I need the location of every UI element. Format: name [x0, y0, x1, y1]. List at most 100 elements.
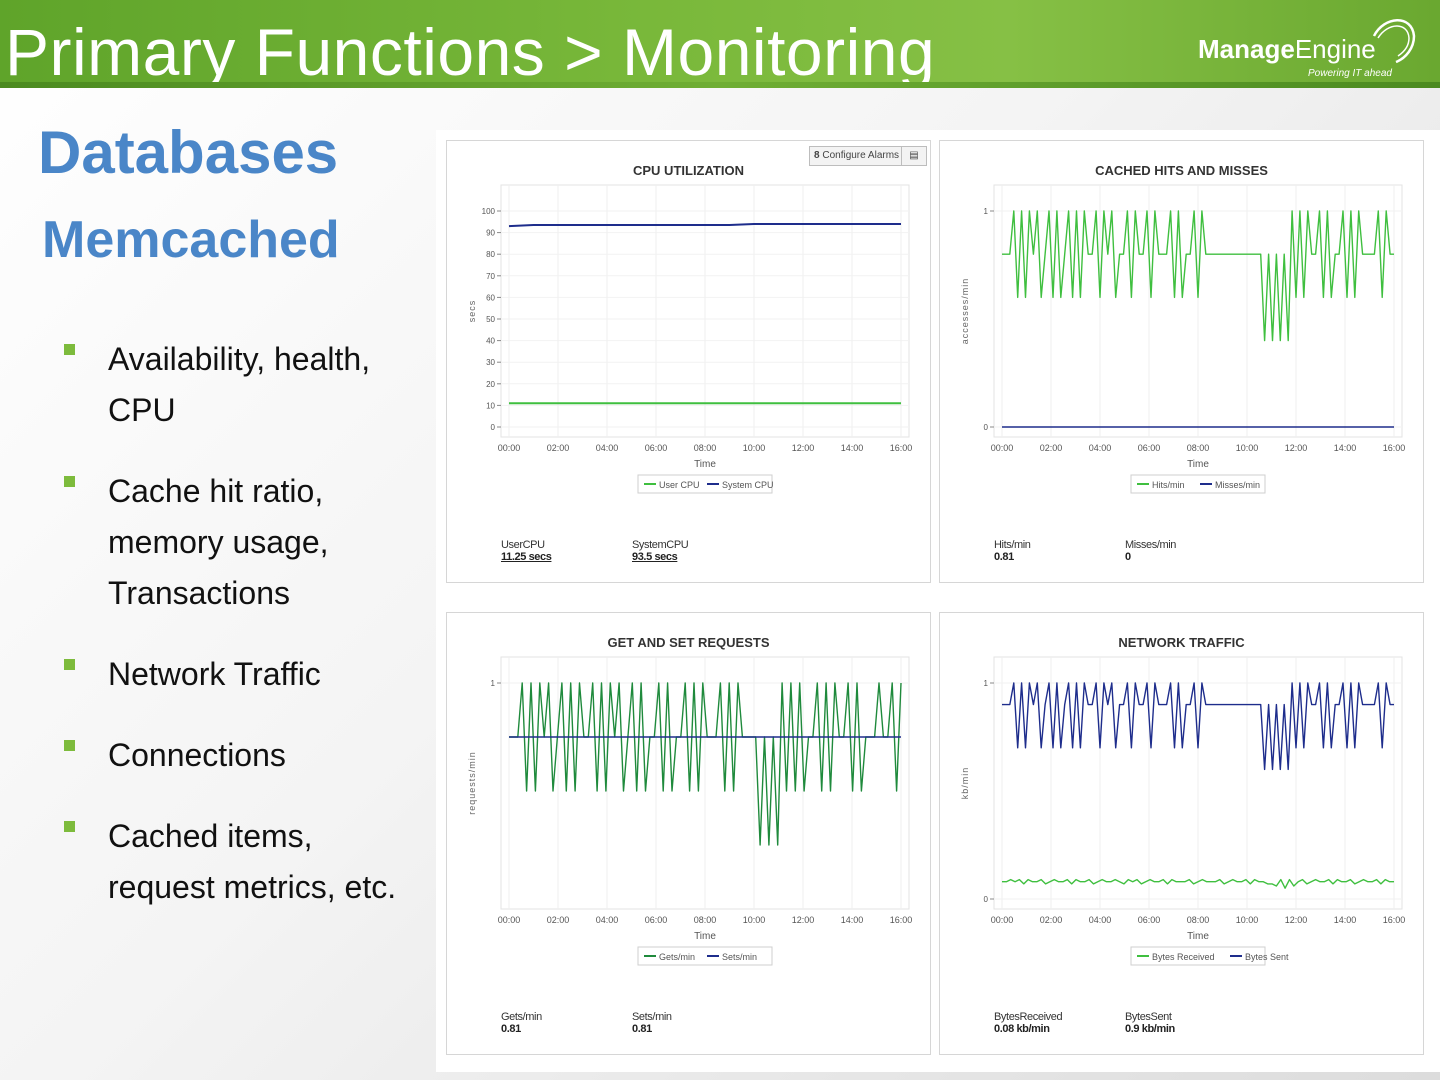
x-tick-label: 10:00 — [743, 443, 766, 453]
dashboard-screenshot: 8 Configure Alarms ▤ CPU UTILIZATION 00:… — [436, 130, 1440, 1072]
x-tick-label: 00:00 — [991, 915, 1014, 925]
y-axis-label: requests/min — [467, 751, 477, 815]
stat-misses: Misses/min 0 — [1125, 539, 1177, 563]
feature-list: Availability, health, CPU Cache hit rati… — [64, 334, 424, 913]
y-tick-label: 100 — [482, 207, 496, 216]
series-line — [1002, 878, 1394, 889]
logo-tagline: Powering IT ahead — [1308, 68, 1392, 79]
bullet-item: Connections — [64, 730, 424, 781]
x-tick-label: 08:00 — [694, 915, 717, 925]
x-tick-label: 10:00 — [743, 915, 766, 925]
y-tick-label: 0 — [491, 423, 496, 432]
x-tick-label: 12:00 — [792, 443, 815, 453]
chart-title: GET AND SET REQUESTS — [607, 635, 770, 650]
x-tick-label: 02:00 — [1040, 915, 1063, 925]
stat-value: 0.9 kb/min — [1125, 1023, 1175, 1035]
y-tick-label: 70 — [486, 272, 495, 281]
y-tick-label: 40 — [486, 337, 495, 346]
stat-user-cpu: UserCPU 11.25 secs — [501, 539, 552, 563]
cpu-chart: 00:00 02:00 04:00 06:00 08:00 10:00 12:00 14:00… — [467, 184, 913, 494]
stat-value[interactable]: 93.5 secs — [632, 551, 678, 563]
legend-entry: Sets/min — [722, 952, 757, 962]
y-tick-label: 1 — [984, 679, 989, 688]
x-axis-label: Time — [694, 459, 716, 470]
series-line — [509, 682, 902, 846]
x-axis-label: Time — [1187, 459, 1209, 470]
x-tick-label: 16:00 — [890, 915, 913, 925]
x-axis-label: Time — [1187, 931, 1209, 942]
bullet-item: Availability, health, CPU — [64, 334, 424, 436]
x-tick-label: 06:00 — [645, 915, 668, 925]
y-tick-label: 30 — [486, 358, 495, 367]
y-tick-label: 0 — [984, 423, 989, 432]
x-tick-label: 02:00 — [547, 443, 570, 453]
legend-entry: Bytes Sent — [1245, 952, 1289, 962]
series-line — [1002, 682, 1394, 771]
alarm-icon: 8 — [814, 150, 820, 161]
stat-sets: Sets/min 0.81 — [632, 1011, 672, 1035]
y-tick-label: 50 — [486, 315, 495, 324]
x-tick-label: 08:00 — [1187, 443, 1210, 453]
y-tick-label: 1 — [984, 207, 989, 216]
y-tick-label: 1 — [491, 679, 496, 688]
x-tick-label: 08:00 — [694, 443, 717, 453]
y-tick-label: 80 — [486, 250, 495, 259]
legend — [637, 474, 773, 494]
x-tick-label: 10:00 — [1236, 443, 1259, 453]
x-tick-label: 12:00 — [792, 915, 815, 925]
x-tick-label: 10:00 — [1236, 915, 1259, 925]
y-tick-label: 20 — [486, 380, 495, 389]
chart-title: CACHED HITS AND MISSES — [1095, 163, 1268, 178]
x-tick-label: 04:00 — [596, 443, 619, 453]
x-tick-label: 12:00 — [1285, 443, 1308, 453]
y-axis-label: secs — [467, 300, 477, 323]
configure-alarms-button[interactable]: 8 Configure Alarms — [809, 146, 905, 166]
x-tick-label: 02:00 — [547, 915, 570, 925]
x-tick-label: 16:00 — [890, 443, 913, 453]
x-tick-label: 04:00 — [596, 915, 619, 925]
stat-value[interactable]: 11.25 secs — [501, 551, 552, 563]
getset-chart: 00:00 02:00 04:00 06:00 08:00 10:00 12:00 14:00… — [467, 656, 913, 966]
x-tick-label: 00:00 — [498, 915, 521, 925]
header-bar: Primary Functions > Monitoring ManageEng… — [0, 0, 1440, 88]
series-line — [508, 223, 901, 228]
x-tick-label: 00:00 — [991, 443, 1014, 453]
stat-value: 0.81 — [994, 551, 1014, 563]
y-tick-label: 0 — [984, 895, 989, 904]
x-tick-label: 16:00 — [1383, 443, 1406, 453]
y-tick-label: 10 — [486, 401, 495, 410]
stat-value: 0.81 — [632, 1023, 652, 1035]
manageengine-logo: ManageEngine Powering IT ahead — [1198, 19, 1428, 86]
stat-value: 0 — [1125, 551, 1131, 563]
y-tick-label: 60 — [486, 293, 495, 302]
chart-options-button[interactable]: ▤ — [901, 146, 927, 166]
legend — [1130, 474, 1266, 494]
legend — [1130, 946, 1266, 966]
x-tick-label: 02:00 — [1040, 443, 1063, 453]
x-tick-label: 14:00 — [1334, 915, 1357, 925]
panel-network-traffic: NETWORK TRAFFIC 00:00 02:00 04:00 06:00 08:0… — [939, 612, 1424, 1055]
x-tick-label: 06:00 — [1138, 443, 1161, 453]
panel-cached-hits: CACHED HITS AND MISSES 00:00 02:00 04:00 06… — [939, 140, 1424, 583]
chart-icon: ▤ — [909, 150, 919, 161]
x-tick-label: 04:00 — [1089, 915, 1112, 925]
stat-value: 0.81 — [501, 1023, 521, 1035]
x-tick-label: 06:00 — [1138, 915, 1161, 925]
panel-cpu-utilization: 8 Configure Alarms ▤ CPU UTILIZATION 00:… — [446, 140, 931, 583]
legend-entry: Misses/min — [1215, 480, 1260, 490]
y-axis-label: accesses/min — [960, 278, 970, 345]
chart-title: CPU UTILIZATION — [633, 163, 744, 178]
stat-bytes-sent: BytesSent 0.9 kb/min — [1125, 1011, 1175, 1035]
network-chart: 00:00 02:00 04:00 06:00 08:00 10:00 12:00 14:00… — [960, 656, 1405, 966]
section-heading: Databases — [38, 119, 339, 186]
x-tick-label: 04:00 — [1089, 443, 1112, 453]
x-tick-label: 06:00 — [645, 443, 668, 453]
x-tick-label: 14:00 — [841, 915, 864, 925]
legend-entry: Hits/min — [1152, 480, 1185, 490]
legend-entry: User CPU — [659, 480, 700, 490]
bullet-item: Cached items, request metrics, etc. — [64, 811, 424, 913]
stat-bytes-received: BytesReceived 0.08 kb/min — [994, 1011, 1063, 1035]
legend — [637, 946, 773, 966]
x-tick-label: 14:00 — [1334, 443, 1357, 453]
legend-entry: Bytes Received — [1152, 952, 1215, 962]
